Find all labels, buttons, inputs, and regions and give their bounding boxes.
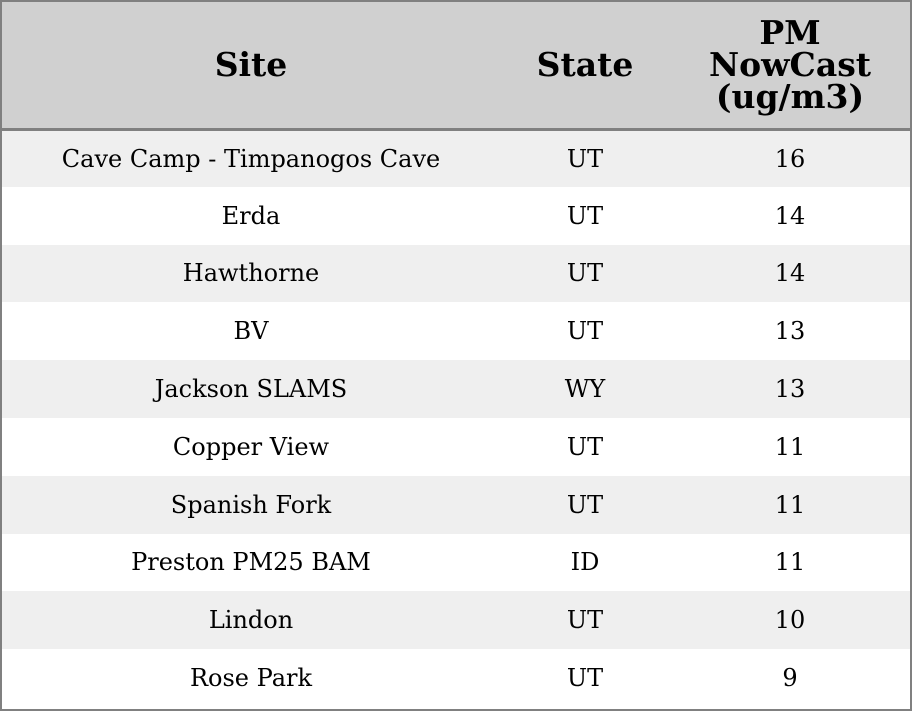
site-cell: Hawthorne <box>182 259 320 288</box>
pm-value-cell: 11 <box>774 432 806 461</box>
header-site: Site <box>2 2 500 131</box>
site-cell: Lindon <box>208 606 294 635</box>
state-cell: UT <box>566 201 604 230</box>
pm-value-cell: 16 <box>774 144 806 173</box>
table-header: Site State PM NowCast (ug/m3) <box>2 2 910 131</box>
pm-value-cell: 13 <box>774 375 806 404</box>
pm-value-cell: 11 <box>774 548 806 577</box>
site-cell: Cave Camp - Timpanogos Cave <box>61 144 441 173</box>
table-row: BV UT 13 <box>2 302 910 361</box>
state-cell: UT <box>566 432 604 461</box>
table-row: Spanish Fork UT 11 <box>2 475 910 534</box>
state-cell: UT <box>566 490 604 519</box>
header-pm-line-1: PM <box>759 12 821 52</box>
table-body: Cave Camp - Timpanogos Cave UT 16 Erda UT 14 H… <box>2 129 910 707</box>
pm-value-cell: 13 <box>774 317 806 346</box>
state-cell: UT <box>566 259 604 288</box>
table-row: Erda UT 14 <box>2 186 910 245</box>
site-cell: Spanish Fork <box>170 490 332 519</box>
site-cell: Preston PM25 BAM <box>131 548 371 577</box>
header-pm-line-2: NowCast <box>708 44 872 84</box>
site-cell: Rose Park <box>189 664 313 693</box>
header-row: Site State PM NowCast (ug/m3) <box>2 2 910 131</box>
header-site-label: Site <box>214 44 288 84</box>
pm-value-cell: 9 <box>782 664 798 693</box>
header-pm-line-3: (ug/m3) <box>715 76 865 116</box>
header-state-label: State <box>536 44 634 84</box>
site-cell: Copper View <box>172 432 330 461</box>
table-row: Jackson SLAMS WY 13 <box>2 360 910 418</box>
site-cell: BV <box>233 317 269 346</box>
table-row: Preston PM25 BAM ID 11 <box>2 533 910 592</box>
state-cell: UT <box>566 664 604 693</box>
state-cell: WY <box>564 375 606 404</box>
state-cell: ID <box>570 548 600 577</box>
pm-value-cell: 11 <box>774 490 806 519</box>
pm-value-cell: 10 <box>774 606 806 635</box>
site-cell: Erda <box>221 201 281 230</box>
pm-value-cell: 14 <box>774 201 806 230</box>
table-row: Cave Camp - Timpanogos Cave UT 16 <box>2 129 910 187</box>
pm-value-cell: 14 <box>774 259 806 288</box>
table-row: Copper View UT 11 <box>2 417 910 476</box>
site-cell: Jackson SLAMS <box>154 375 348 404</box>
state-cell: UT <box>566 144 604 173</box>
state-cell: UT <box>566 606 604 635</box>
header-state: State <box>500 2 670 131</box>
table-row: Hawthorne UT 14 <box>2 244 910 303</box>
table-row: Lindon UT 10 <box>2 591 910 650</box>
table-row: Rose Park UT 9 <box>2 649 910 707</box>
state-cell: UT <box>566 317 604 346</box>
header-pm-nowcast: PM NowCast (ug/m3) <box>670 2 910 131</box>
